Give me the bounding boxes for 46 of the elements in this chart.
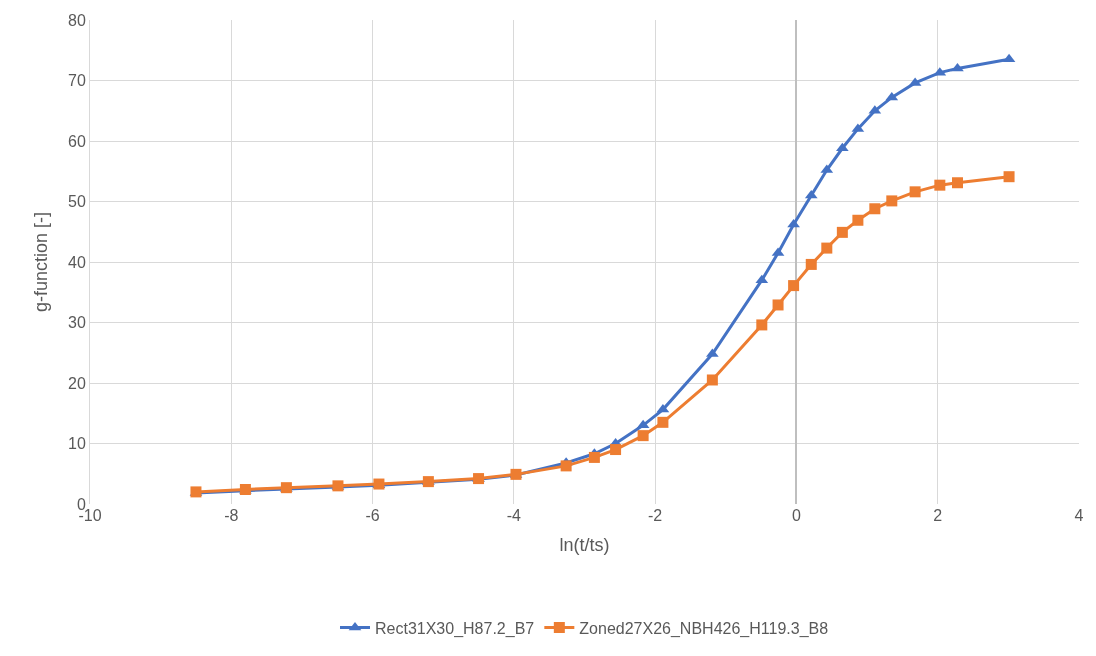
point: [869, 203, 881, 215]
point: [657, 416, 669, 428]
x-axis-title: ln(t/ts): [559, 535, 610, 556]
point: [706, 374, 718, 386]
x-tick-label: -4: [506, 507, 522, 524]
y-tick-label: 20: [68, 374, 86, 392]
point: [787, 218, 800, 228]
point: [788, 280, 800, 292]
y-tick-label: 30: [68, 314, 86, 332]
point: [1003, 171, 1015, 183]
y-tick-label: 50: [68, 193, 86, 211]
point: [951, 62, 964, 72]
legend-label: Rect31X30_H87.2_B7: [375, 619, 535, 638]
x-tick-label: 2: [933, 507, 943, 524]
point: [836, 142, 849, 152]
x-tick-label: 4: [1074, 507, 1084, 524]
point: [821, 242, 833, 254]
point: [772, 299, 784, 311]
point: [636, 419, 650, 429]
y-tick-label: 80: [68, 11, 86, 29]
point: [885, 91, 899, 101]
point: [1002, 53, 1016, 63]
y-tick-label: 70: [68, 72, 86, 90]
point: [588, 451, 600, 463]
y-tick-label: 40: [68, 253, 86, 271]
point: [852, 214, 864, 226]
x-tick-label: 0: [791, 507, 801, 524]
point: [951, 177, 963, 189]
x-tick-label: -2: [648, 507, 663, 524]
point: [934, 179, 946, 191]
point: [637, 430, 649, 442]
legend-label: Zoned27X26_NBH426_H119.3_B8: [579, 619, 829, 638]
point: [886, 195, 898, 207]
y-tick-label: 10: [68, 435, 86, 453]
y-tick-label: 60: [68, 132, 86, 150]
x-tick-label: -8: [224, 507, 239, 524]
y-tick-label: 0: [76, 495, 86, 513]
point: [836, 226, 848, 238]
point: [610, 444, 622, 456]
y-axis-title: g-function [-]: [31, 211, 52, 313]
point: [804, 189, 818, 199]
x-tick-label: -6: [365, 507, 380, 524]
point: [560, 460, 572, 472]
point: [909, 186, 921, 198]
point: [756, 319, 768, 331]
point: [805, 258, 817, 270]
